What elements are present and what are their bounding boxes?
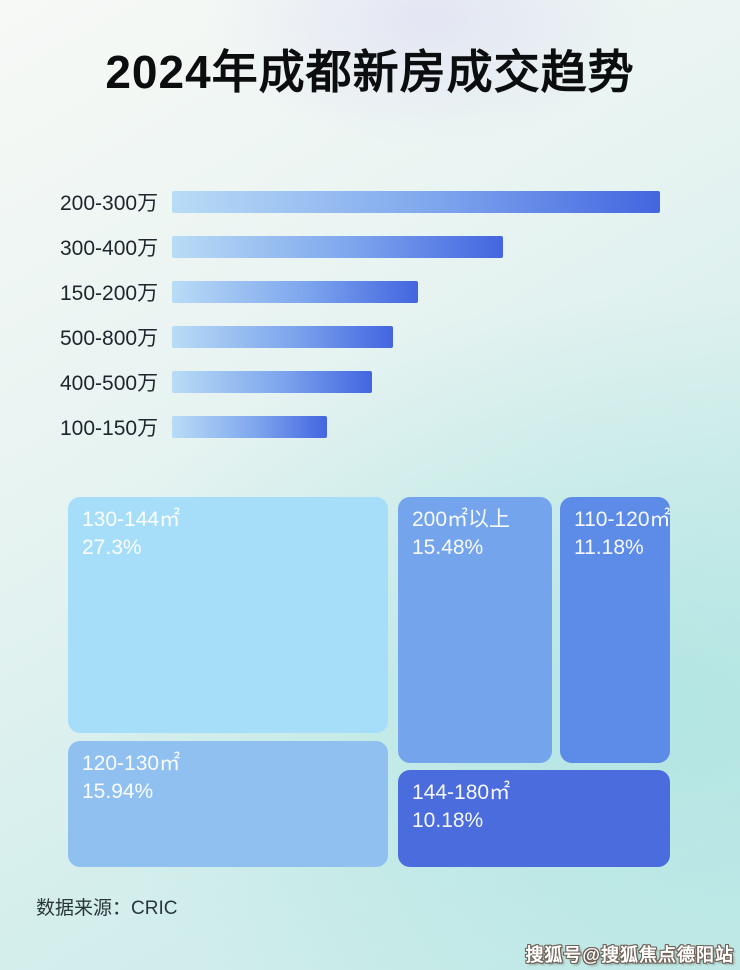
treemap-block-value: 11.18% — [574, 536, 644, 559]
bar-row: 200-300万 — [0, 179, 740, 224]
bar-row: 400-500万 — [0, 359, 740, 404]
price-band-bar-chart: 200-300万 300-400万 150-200万 500-800万 400-… — [0, 179, 740, 449]
bar-row: 500-800万 — [0, 314, 740, 359]
treemap-block-value: 15.94% — [82, 780, 154, 803]
bar-track — [172, 280, 660, 303]
bar-track — [172, 325, 660, 348]
treemap-block-value: 15.48% — [412, 536, 484, 559]
treemap-block: 144-180㎡ 10.18% — [398, 770, 670, 867]
treemap-block-value: 10.18% — [412, 809, 484, 832]
bar — [172, 235, 503, 258]
bar-row: 150-200万 — [0, 269, 740, 314]
bar-category-label: 100-150万 — [60, 416, 159, 440]
bar-category-label: 400-500万 — [60, 371, 159, 395]
bar — [172, 280, 418, 303]
treemap-block-label: 200㎡以上 — [412, 508, 511, 531]
bar-category-label: 200-300万 — [60, 191, 159, 215]
bar — [172, 325, 394, 348]
bar — [172, 415, 328, 438]
bar-row: 300-400万 — [0, 224, 740, 269]
treemap-block-value: 27.3% — [82, 536, 142, 559]
watermark: 搜狐号@搜狐焦点德阳站 — [525, 945, 734, 965]
data-source-note: 数据来源：CRIC — [36, 898, 178, 919]
bar-category-label: 150-200万 — [60, 281, 159, 305]
treemap-block: 120-130㎡ 15.94% — [68, 741, 388, 867]
bar-category-label: 300-400万 — [60, 236, 159, 260]
bar-track — [172, 370, 660, 393]
treemap-block-label: 120-130㎡ — [82, 752, 181, 775]
bar-category-label: 500-800万 — [60, 326, 159, 350]
treemap-block: 200㎡以上 15.48% — [398, 497, 552, 763]
treemap-block: 130-144㎡ 27.3% — [68, 497, 388, 733]
bar — [172, 190, 660, 213]
page-title: 2024年成都新房成交趋势 — [105, 46, 635, 98]
treemap-block-label: 130-144㎡ — [82, 508, 181, 531]
treemap-block-label: 110-120㎡ — [574, 508, 671, 531]
bar-track — [172, 415, 660, 438]
treemap-block-label: 144-180㎡ — [412, 781, 511, 804]
bar — [172, 370, 373, 393]
bar-track — [172, 235, 660, 258]
treemap-block: 110-120㎡ 11.18% — [560, 497, 671, 763]
bar-row: 100-150万 — [0, 404, 740, 449]
bar-track — [172, 190, 660, 213]
